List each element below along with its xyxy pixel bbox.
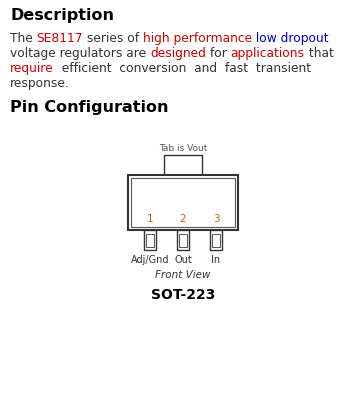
Text: that: that (305, 47, 334, 60)
Text: Out: Out (174, 255, 192, 265)
Bar (210, 230, 222, 250)
Text: applications: applications (231, 47, 305, 60)
Bar (212, 234, 220, 247)
Text: 3: 3 (213, 214, 219, 224)
Bar (131, 178, 235, 227)
Text: 1: 1 (147, 214, 153, 224)
Text: designed: designed (150, 47, 206, 60)
Text: require: require (10, 62, 54, 75)
Bar (144, 230, 156, 250)
Text: low dropout: low dropout (252, 32, 329, 45)
Text: Pin Configuration: Pin Configuration (10, 100, 168, 115)
Text: series of: series of (83, 32, 143, 45)
Text: Adj/Gnd: Adj/Gnd (131, 255, 169, 265)
Bar (128, 175, 238, 230)
Text: efficient  conversion  and  fast  transient: efficient conversion and fast transient (54, 62, 311, 75)
Text: The: The (10, 32, 37, 45)
Text: Tab is Vout: Tab is Vout (159, 144, 207, 153)
Bar (146, 234, 154, 247)
Text: for: for (206, 47, 231, 60)
Bar (164, 155, 202, 175)
Text: In: In (211, 255, 221, 265)
Text: Front View: Front View (155, 270, 211, 280)
Bar (177, 230, 189, 250)
Bar (179, 234, 187, 247)
Text: voltage regulators are: voltage regulators are (10, 47, 150, 60)
Text: Description: Description (10, 8, 114, 23)
Text: SOT-223: SOT-223 (151, 288, 215, 302)
Text: 2: 2 (180, 214, 186, 224)
Text: SE8117: SE8117 (37, 32, 83, 45)
Text: high performance: high performance (143, 32, 252, 45)
Text: response.: response. (10, 77, 70, 90)
